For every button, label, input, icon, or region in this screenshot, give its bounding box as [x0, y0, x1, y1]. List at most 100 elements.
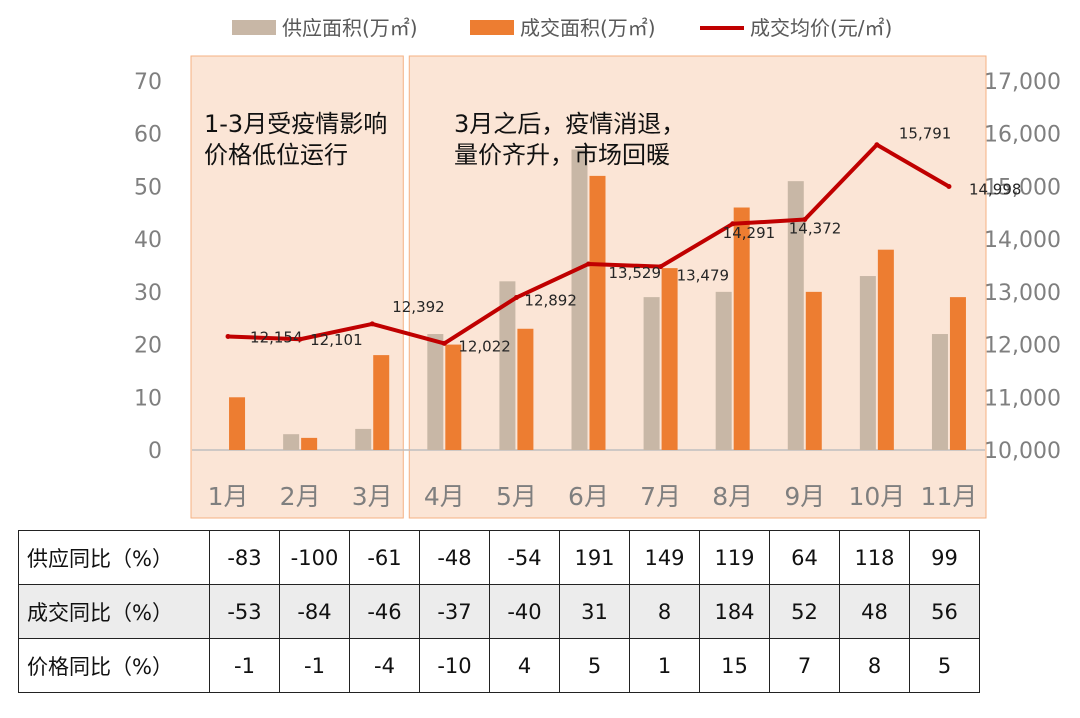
annotation-text: 3月之后，疫情消退，	[454, 110, 685, 138]
deal-bar	[301, 437, 318, 450]
price-data-label: 14,372	[789, 220, 842, 238]
legend: 供应面积(万㎡) 成交面积(万㎡) 成交均价(元/㎡)	[232, 16, 892, 40]
x-tick-label: 4月	[424, 482, 465, 511]
price-line: 12,154 12,101 12,392 12,022 12,892 13,529 13,4…	[225, 125, 1022, 355]
deal-bar	[589, 175, 606, 450]
y-left-tick-label: 30	[134, 281, 162, 306]
table-cell: -40	[489, 584, 560, 639]
legend-swatch	[470, 20, 514, 35]
price-data-label: 15,791	[899, 125, 952, 143]
y-left-tick-label: 40	[134, 228, 162, 253]
price-point	[586, 261, 591, 267]
x-tick-label: 2月	[280, 482, 321, 511]
table-cell: 64	[769, 530, 840, 585]
supply-bar	[283, 434, 300, 450]
legend-label: 成交均价(元/㎡)	[750, 16, 892, 40]
y-right-tick-label: 12,000	[984, 334, 1061, 359]
y-right-tick-label: 10,000	[984, 439, 1061, 464]
supply-bar	[499, 281, 516, 450]
table-cell: 48	[839, 584, 910, 639]
y-left-tick-label: 10	[134, 386, 162, 411]
price-point	[297, 336, 303, 342]
deal-bar	[373, 355, 390, 450]
table-cell: 8	[629, 584, 700, 639]
price-point	[802, 217, 808, 223]
combo-chart: 供应面积(万㎡) 成交面积(万㎡) 成交均价(元/㎡) 0 10 20 30 40 50 60 7…	[134, 16, 1061, 519]
legend-label: 供应面积(万㎡)	[282, 16, 418, 40]
x-tick-label: 8月	[712, 482, 753, 511]
table-cell: 8	[839, 638, 910, 693]
supply-bar	[571, 149, 588, 450]
price-point	[513, 295, 519, 301]
price-point	[369, 321, 375, 327]
y-left-tick-label: 50	[134, 175, 162, 200]
y-right-tick-label: 16,000	[984, 123, 1061, 148]
annotation-text: 价格低位运行	[204, 141, 348, 169]
table-cell: 15	[699, 638, 770, 693]
table-cell: -48	[419, 530, 490, 585]
x-tick-label: 7月	[640, 482, 681, 511]
table-cell: -61	[349, 530, 420, 585]
table-cell: -37	[419, 584, 490, 639]
legend-label: 成交面积(万㎡)	[520, 16, 656, 40]
supply-bar	[859, 276, 876, 450]
table-cell: -84	[279, 584, 350, 639]
table-cell: 52	[769, 584, 840, 639]
table-cell: -4	[349, 638, 420, 693]
table-cell: 1	[629, 638, 700, 693]
supply-bar	[355, 428, 372, 450]
deal-bar	[949, 297, 966, 450]
table-cell: 31	[559, 584, 630, 639]
deal-bar	[517, 328, 534, 450]
price-data-label: 14,998	[969, 181, 1022, 199]
price-point	[225, 333, 231, 339]
table-cell: 99	[909, 530, 980, 585]
x-tick-label: 3月	[352, 482, 393, 511]
right-axis: 10,000 11,000 12,000 13,000 14,000 15,000 16,0…	[984, 70, 1061, 464]
x-tick-label: 9月	[784, 482, 825, 511]
table-cell: -1	[209, 638, 280, 693]
table-cell: 149	[629, 530, 700, 585]
annotation-text: 量价齐升，市场回暖	[454, 141, 670, 169]
category-labels: 1月 2月 3月 4月 5月 6月 7月 8月 9月 10月 11月	[208, 482, 978, 511]
table-cell: 119	[699, 530, 770, 585]
price-data-label: 14,291	[723, 224, 776, 242]
bars	[229, 149, 966, 450]
table-cell: -10	[419, 638, 490, 693]
y-right-tick-label: 13,000	[984, 281, 1061, 306]
price-data-label: 13,479	[677, 267, 730, 285]
table-row: 价格同比（%） -1 -1 -4 -10 4 5 1 15 7 8 5	[18, 638, 980, 693]
price-point	[730, 221, 736, 227]
row-header: 价格同比（%）	[18, 638, 210, 693]
price-point	[658, 264, 664, 270]
y-left-tick-label: 60	[134, 123, 162, 148]
table-cell: 7	[769, 638, 840, 693]
y-left-tick-label: 70	[134, 70, 162, 95]
deal-bar	[229, 397, 246, 450]
table-cell: -100	[279, 530, 350, 585]
price-data-label: 12,892	[524, 292, 577, 310]
x-tick-label: 5月	[496, 482, 537, 511]
deal-bar	[445, 344, 462, 450]
supply-bar	[931, 334, 948, 450]
x-tick-label: 10月	[848, 482, 905, 511]
price-point	[946, 184, 952, 190]
price-point	[441, 340, 447, 346]
price-point	[874, 142, 880, 148]
table-cell: 5	[559, 638, 630, 693]
x-tick-label: 1月	[208, 482, 249, 511]
yoy-table: 供应同比（%） -83 -100 -61 -48 -54 191 149 119 64 118 99 成…	[18, 530, 980, 693]
supply-bar	[427, 334, 444, 450]
table-cell: -53	[209, 584, 280, 639]
table-cell: 118	[839, 530, 910, 585]
table-cell: 5	[909, 638, 980, 693]
y-left-tick-label: 20	[134, 334, 162, 359]
table-cell: 191	[559, 530, 630, 585]
price-data-label: 12,022	[458, 337, 511, 355]
y-left-tick-label: 0	[148, 439, 162, 464]
deal-bar	[877, 249, 894, 450]
legend-swatch	[232, 20, 276, 35]
table-cell: -54	[489, 530, 560, 585]
deal-bar	[805, 291, 822, 450]
